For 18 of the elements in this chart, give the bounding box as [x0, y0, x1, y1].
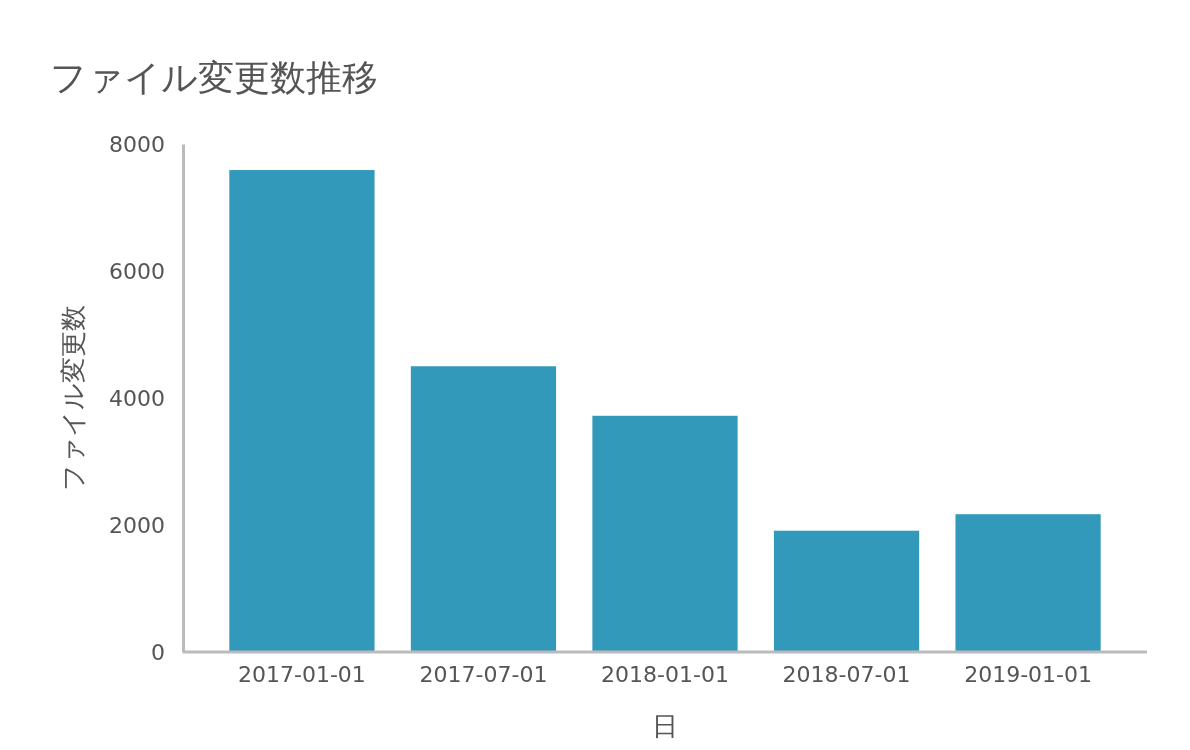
x-tick-label: 2017-01-01 [237, 661, 366, 687]
bar [955, 514, 1101, 652]
x-tick-label: 2018-07-01 [782, 661, 911, 687]
y-tick-label: 6000 [109, 258, 165, 284]
y-axis-title: ファイル変更数 [58, 305, 88, 491]
chart-title: ファイル変更数推移 [50, 57, 378, 98]
y-tick-label: 4000 [109, 385, 165, 411]
bar [229, 170, 375, 652]
bar [592, 415, 738, 652]
y-tick-label: 2000 [109, 512, 165, 538]
y-tick-label: 0 [151, 639, 165, 665]
x-tick-label: 2018-01-01 [601, 661, 729, 687]
x-tick-label: 2019-01-01 [964, 661, 1093, 687]
x-tick-label: 2017-07-01 [419, 661, 548, 687]
y-tick-label: 8000 [109, 131, 165, 157]
x-axis-title: 日 [652, 711, 678, 741]
bar [410, 366, 557, 652]
bar [773, 530, 920, 652]
